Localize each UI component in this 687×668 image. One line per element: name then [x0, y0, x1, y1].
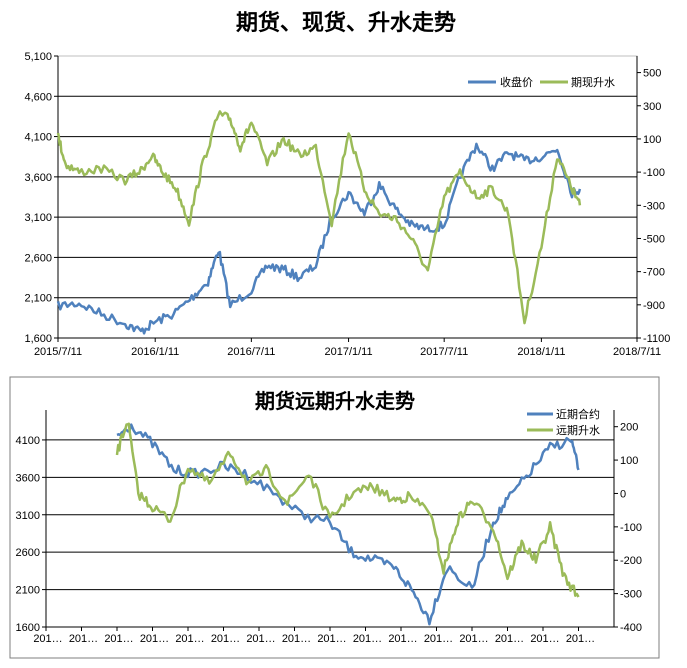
x-tick-label: 201…: [495, 633, 524, 645]
left-tick-label: 3100: [16, 510, 40, 522]
chart-2: 期货远期升水走势 1600 2100 2600 3100 3600 4100 -400 -3…: [9, 376, 660, 659]
x-tick-label: 2017/7/11: [420, 346, 468, 358]
left-tick-label: 3,600: [24, 172, 52, 184]
chart-2-title: 期货远期升水走势: [255, 389, 415, 413]
left-tick-label: 1,600: [24, 333, 52, 345]
chart-1-title: 期货、现货、升水走势: [236, 10, 456, 36]
right-tick-label: 300: [643, 101, 661, 113]
series-line-secondary: [115, 422, 580, 598]
chart-1-left-axis: 1,600 2,100 2,600 3,100 3,600 4,100 4,600 5,100: [24, 51, 59, 345]
x-tick-label: 201…: [388, 633, 417, 645]
left-tick-label: 1600: [16, 622, 40, 634]
right-tick-label: -300: [620, 589, 642, 601]
chart-2-x-axis: 201… 201… 201… 201… 201… 201… 201… 201… 201… 201……: [33, 626, 614, 645]
chart-2-series: [115, 422, 580, 626]
chart-1-legend: 收盘价 期现升水: [468, 75, 615, 89]
legend-label-close-price: 收盘价: [500, 75, 533, 89]
right-tick-label: -500: [643, 233, 665, 245]
left-tick-label: 2100: [16, 585, 40, 597]
chart-2-legend: 近期合约 远期升水: [527, 407, 600, 437]
left-tick-label: 3,100: [24, 212, 52, 224]
x-tick-label: 201…: [211, 633, 240, 645]
series-line-secondary: [56, 110, 582, 325]
legend-label-basis: 期现升水: [571, 76, 615, 89]
x-tick-label: 201…: [317, 633, 346, 645]
right-tick-label: 0: [620, 488, 626, 500]
right-tick-label: -100: [620, 522, 642, 534]
right-tick-label: -300: [643, 200, 665, 212]
legend-label-far-basis: 远期升水: [556, 424, 600, 437]
x-tick-label: 201…: [175, 633, 204, 645]
right-tick-label: -900: [643, 300, 665, 312]
left-tick-label: 4100: [16, 435, 40, 447]
left-tick-label: 4,100: [24, 132, 52, 144]
x-tick-label: 2015/7/11: [34, 346, 82, 358]
left-tick-label: 2,100: [24, 293, 52, 305]
chart-2-right-axis: -400 -300 -200 -100 0 100 200: [613, 410, 642, 634]
left-tick-label: 5,100: [24, 51, 52, 63]
chart-2-frame: [9, 376, 660, 659]
chart-1-right-axis: -1100 -900 -700 -500 -300 -100 100 300 500: [636, 56, 670, 345]
chart-2-gridlines: [46, 439, 614, 591]
right-tick-label: -200: [620, 555, 642, 567]
x-tick-label: 201…: [246, 633, 275, 645]
x-tick-label: 201…: [459, 633, 488, 645]
right-tick-label: 200: [620, 422, 638, 434]
right-tick-label: -1100: [643, 333, 670, 345]
right-tick-label: -400: [620, 622, 642, 634]
series-line-primary: [116, 423, 580, 626]
chart-1-x-axis: 2015/7/11 2016/1/11 2016/7/11 2017/1/11 2017…: [34, 337, 661, 358]
right-tick-label: 500: [643, 68, 661, 80]
x-tick-label: 2016/1/11: [131, 346, 179, 358]
chart-1: 期货、现货、升水走势 1,600 2,100 2,600 3,100 3,600 4,10…: [24, 10, 670, 358]
x-tick-label: 201…: [33, 633, 62, 645]
x-tick-label: 201…: [140, 633, 169, 645]
left-tick-label: 3600: [16, 472, 40, 484]
chart-2-left-axis: 1600 2100 2600 3100 3600 4100: [16, 410, 47, 634]
left-tick-label: 2600: [16, 547, 40, 559]
right-tick-label: -700: [643, 267, 665, 279]
left-tick-label: 2,600: [24, 252, 52, 264]
x-tick-label: 201…: [69, 633, 98, 645]
x-tick-label: 201…: [353, 633, 382, 645]
right-tick-label: 100: [643, 134, 661, 146]
x-tick-label: 2018/7/11: [613, 346, 661, 358]
x-tick-label: 2018/1/11: [517, 346, 565, 358]
right-tick-label: -100: [643, 167, 665, 179]
left-tick-label: 4,600: [24, 91, 52, 103]
x-tick-label: 201…: [282, 633, 311, 645]
x-tick-label: 2016/7/11: [227, 346, 275, 358]
x-tick-label: 201…: [424, 633, 453, 645]
x-tick-label: 201…: [104, 633, 133, 645]
x-tick-label: 201…: [530, 633, 559, 645]
x-tick-label: 2017/1/11: [324, 346, 372, 358]
x-tick-label: 201…: [566, 633, 595, 645]
legend-label-near-contract: 近期合约: [556, 407, 600, 421]
chart-1-series: [56, 110, 582, 335]
right-tick-label: 100: [620, 455, 638, 467]
